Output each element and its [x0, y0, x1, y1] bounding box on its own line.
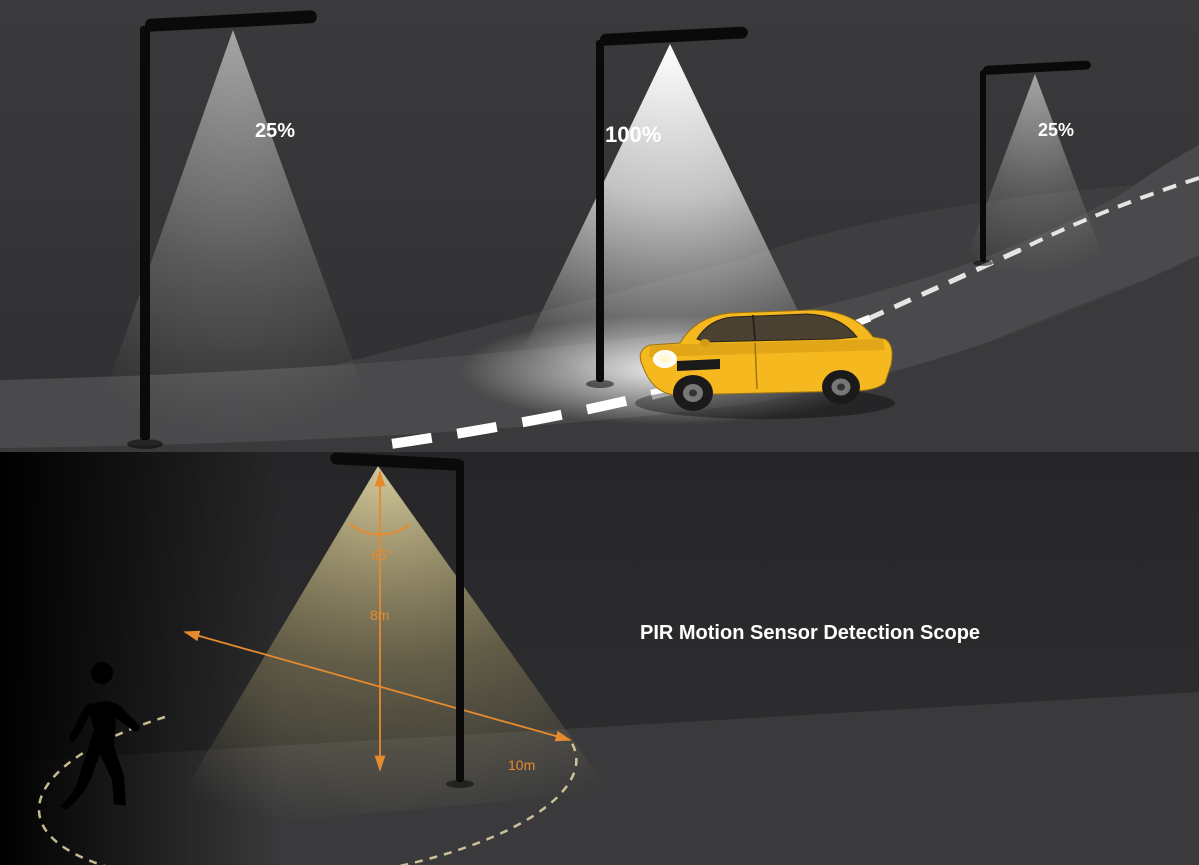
beam-1 — [90, 30, 380, 435]
bottom-scene — [0, 452, 1199, 865]
panel-title: PIR Motion Sensor Detection Scope — [640, 622, 980, 645]
radius-label: 10m — [508, 757, 535, 773]
angle-label: 65° — [371, 547, 392, 563]
top-panel: 25% 100% 25% — [0, 0, 1199, 452]
brightness-label-2: 100% — [605, 122, 661, 148]
brightness-label-1: 25% — [255, 120, 295, 143]
bottom-panel: 65° 8m 10m PIR Motion Sensor Detection S… — [0, 452, 1199, 865]
top-scene — [0, 0, 1199, 452]
brightness-label-3: 25% — [1038, 120, 1074, 141]
height-label: 8m — [370, 607, 389, 623]
